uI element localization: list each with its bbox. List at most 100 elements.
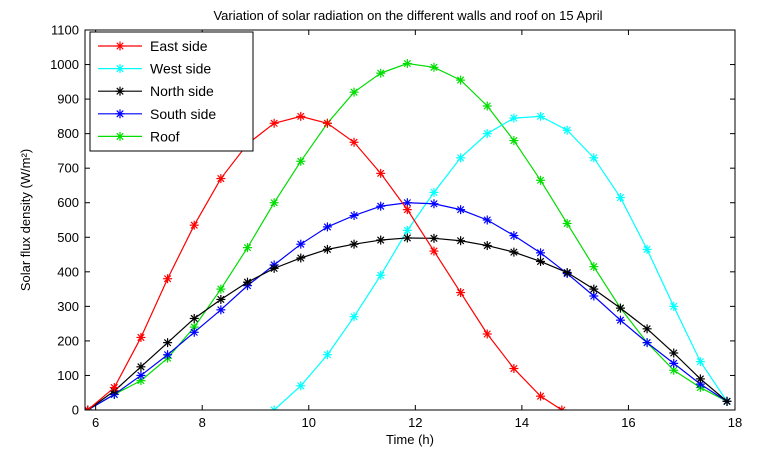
y-tick-label: 1100 <box>51 23 79 38</box>
data-point <box>216 174 226 184</box>
data-point <box>429 246 439 256</box>
y-axis-label: Solar flux density (W/m²) <box>18 149 33 291</box>
y-tick-label: 200 <box>57 333 79 348</box>
data-point <box>695 374 705 384</box>
data-point <box>269 263 279 273</box>
legend-marker <box>115 109 125 119</box>
data-point <box>536 391 546 401</box>
data-point <box>536 175 546 185</box>
chart-title: Variation of solar radiation on the diff… <box>213 8 602 23</box>
data-point <box>269 118 279 128</box>
data-point <box>402 59 412 69</box>
y-tick-label: 100 <box>57 368 79 383</box>
data-point <box>482 101 492 111</box>
data-point <box>376 235 386 245</box>
y-tick-label: 0 <box>72 403 79 418</box>
data-point <box>615 193 625 203</box>
data-point <box>189 220 199 230</box>
data-point <box>669 301 679 311</box>
data-point <box>642 338 652 348</box>
data-point <box>557 405 567 410</box>
data-point <box>429 187 439 197</box>
data-point <box>296 156 306 166</box>
legend-label: Roof <box>150 128 180 144</box>
data-point <box>589 262 599 272</box>
data-point <box>482 215 492 225</box>
legend-item: North side <box>98 83 214 99</box>
data-point <box>349 211 359 221</box>
data-point <box>402 225 412 235</box>
data-point <box>456 75 466 85</box>
data-point <box>322 118 332 128</box>
data-point <box>296 239 306 249</box>
data-point <box>536 111 546 121</box>
data-point <box>562 218 572 228</box>
legend-item: East side <box>98 38 208 54</box>
y-tick-label: 600 <box>57 195 79 210</box>
data-point <box>509 113 519 123</box>
data-point <box>376 201 386 211</box>
data-point <box>322 222 332 232</box>
data-point <box>615 303 625 313</box>
data-point <box>349 87 359 97</box>
data-point <box>536 256 546 266</box>
data-point <box>509 136 519 146</box>
data-point <box>163 274 173 284</box>
data-point <box>136 370 146 380</box>
plot-frame <box>84 29 736 411</box>
data-point <box>482 129 492 139</box>
y-tick-label: 500 <box>57 230 79 245</box>
legend-marker <box>115 86 125 96</box>
data-point <box>349 239 359 249</box>
series-layer <box>85 59 732 410</box>
legend-marker <box>115 41 125 51</box>
data-point <box>189 327 199 337</box>
legend: East side West side North side South side Ro… <box>89 31 254 152</box>
data-point <box>402 205 412 215</box>
data-point <box>509 364 519 374</box>
x-tick-label: 18 <box>728 415 742 430</box>
data-point <box>243 277 252 287</box>
data-point <box>136 376 146 386</box>
legend-item: West side <box>98 61 211 77</box>
x-tick-label: 16 <box>621 415 635 430</box>
data-point <box>695 357 705 367</box>
data-point <box>136 332 146 342</box>
x-tick-label: 10 <box>302 415 316 430</box>
legend-marker <box>115 131 125 141</box>
data-point <box>402 233 412 243</box>
data-point <box>562 268 572 278</box>
series-east-side <box>85 111 567 410</box>
y-tick-label: 400 <box>57 264 79 279</box>
data-point <box>456 236 466 246</box>
data-point <box>589 284 599 294</box>
data-point <box>296 111 306 121</box>
data-point <box>376 168 386 178</box>
x-tick-label: 14 <box>515 415 529 430</box>
data-point <box>376 270 386 280</box>
y-tick-label: 300 <box>57 299 79 314</box>
x-tick-label: 8 <box>199 415 206 430</box>
series-line <box>87 237 728 410</box>
data-point <box>722 396 732 406</box>
legend-item: South side <box>98 106 216 122</box>
data-point <box>429 199 439 209</box>
y-tick-label: 1000 <box>50 57 79 72</box>
series-west-side <box>269 111 732 410</box>
data-point <box>322 244 332 254</box>
data-point <box>536 248 546 258</box>
legend-label: West side <box>150 61 211 77</box>
data-point <box>85 405 93 410</box>
data-point <box>322 350 332 360</box>
legend-marker <box>115 64 125 74</box>
y-tick-label: 800 <box>57 126 79 141</box>
data-point <box>216 305 226 315</box>
x-tick-label: 12 <box>408 415 422 430</box>
data-point <box>349 312 359 322</box>
data-point <box>269 198 279 208</box>
y-tick-label: 900 <box>57 92 79 107</box>
data-point <box>456 153 466 163</box>
data-point <box>163 350 173 360</box>
data-point <box>456 288 466 298</box>
